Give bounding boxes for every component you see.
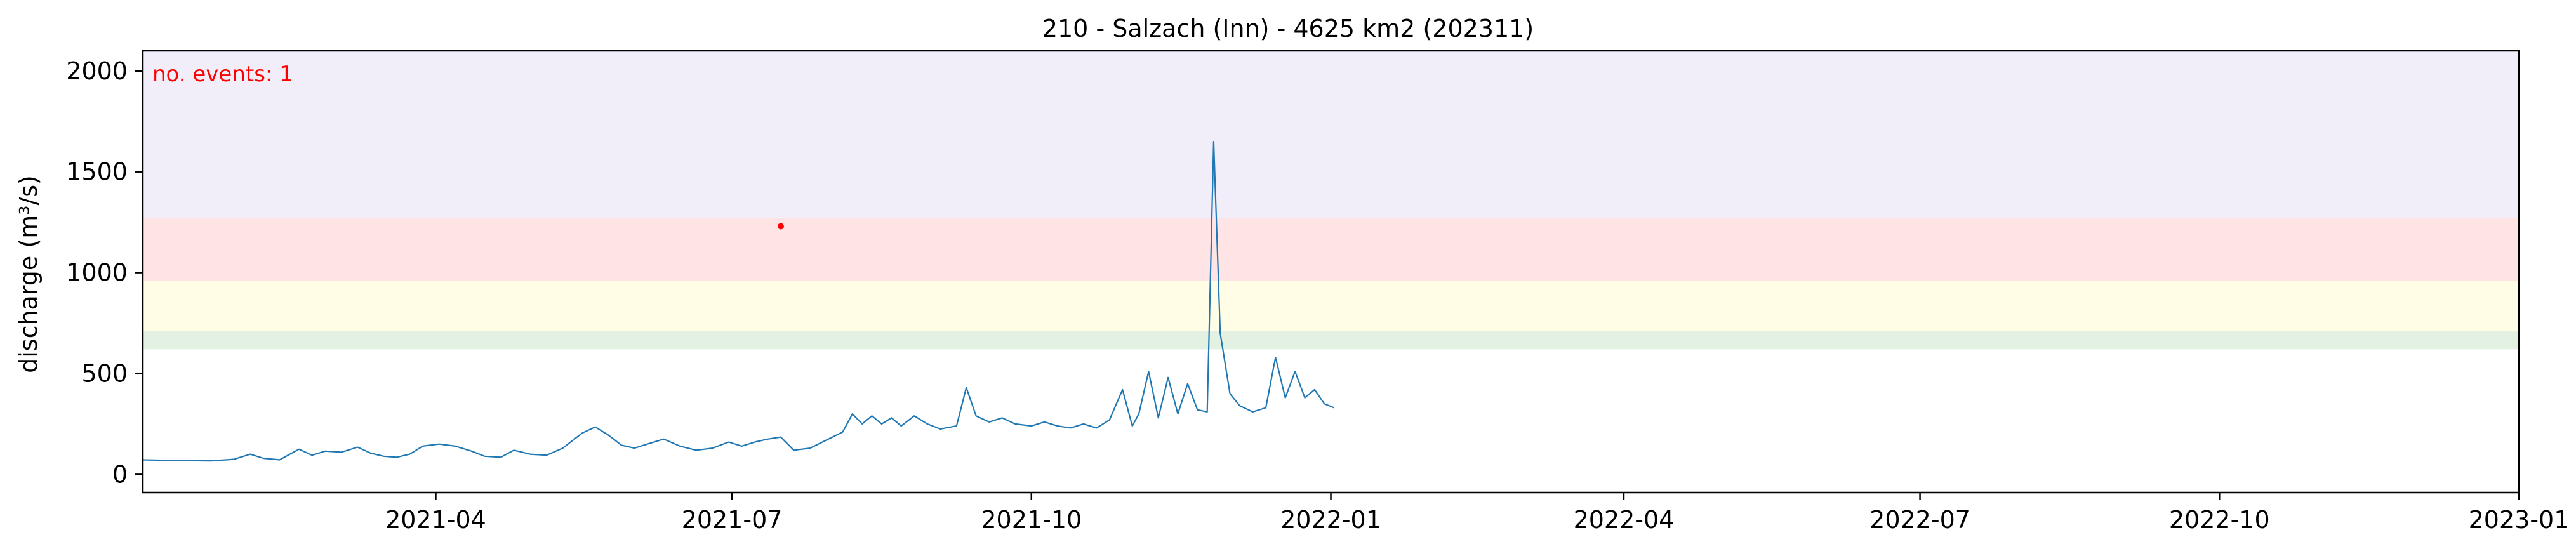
chart-title: 210 - Salzach (Inn) - 4625 km2 (202311) — [1042, 15, 1534, 43]
threshold-bands — [143, 51, 2519, 350]
y-tick-label-0: 0 — [112, 460, 128, 488]
y-tick-label-3: 1500 — [66, 158, 128, 186]
x-tick-label-6: 2022-10 — [2169, 506, 2270, 534]
event-markers — [777, 223, 784, 230]
x-tick-label-5: 2022-07 — [1869, 506, 1970, 534]
threshold-band-3 — [143, 51, 2519, 218]
y-tick-label-1: 500 — [81, 359, 128, 387]
threshold-band-0 — [143, 331, 2519, 350]
discharge-series — [142, 140, 1335, 462]
x-tick-label-1: 2021-07 — [682, 506, 783, 534]
y-tick-label-4: 2000 — [66, 57, 128, 85]
y-axis: 0 500 1000 1500 2000 — [66, 57, 143, 488]
x-tick-label-0: 2021-04 — [385, 506, 486, 534]
event-point — [777, 223, 784, 230]
series-line-0 — [142, 140, 1335, 462]
threshold-band-2 — [143, 218, 2519, 281]
x-tick-label-4: 2022-04 — [1574, 506, 1675, 534]
x-tick-label-2: 2021-10 — [981, 506, 1082, 534]
x-tick-label-3: 2022-01 — [1280, 506, 1381, 534]
y-axis-label: discharge (m³/s) — [15, 175, 43, 373]
x-tick-label-7: 2023-01 — [2469, 506, 2570, 534]
y-tick-label-2: 1000 — [66, 259, 128, 287]
threshold-band-1 — [143, 281, 2519, 331]
event-count-annotation: no. events: 1 — [152, 62, 293, 87]
x-axis: 2021-04 2021-07 2021-10 2022-01 2022-04 2022-… — [385, 493, 2569, 534]
